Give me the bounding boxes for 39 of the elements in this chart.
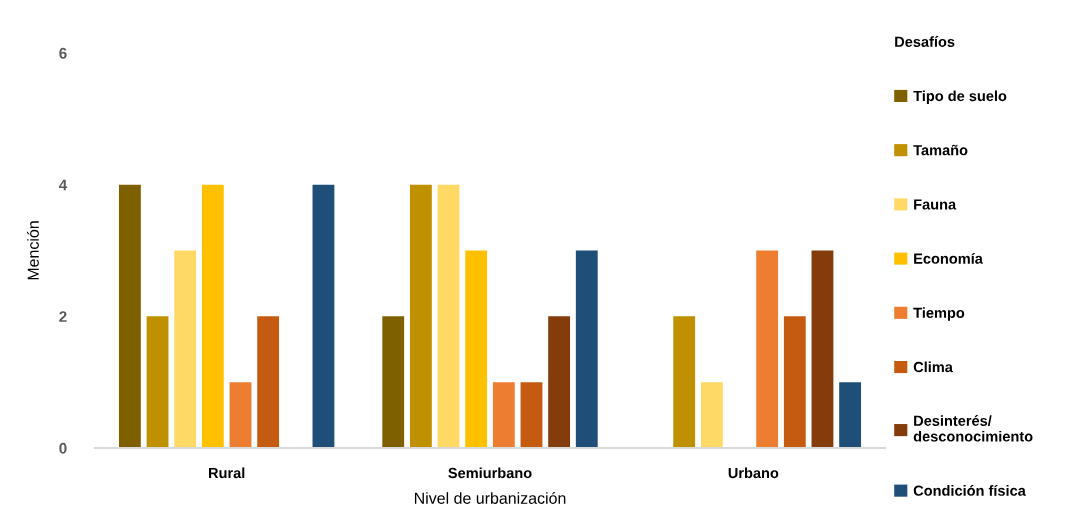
legend-label: Condición física [913,484,1026,496]
legend-label: Fauna [914,199,957,210]
bar [492,382,515,448]
legend-title: Desafíos [895,36,955,47]
bar [465,250,488,448]
bar [756,250,779,448]
bar [201,184,224,448]
legend-label: Desinterés/ desconocimiento [913,415,1033,442]
bar [382,316,405,448]
legend-label: Tiempo [913,307,965,321]
y-axis-title: Mención [26,221,39,280]
bar [174,250,197,448]
legend-label: Tipo de suelo [913,90,1007,105]
x-tick-label: Rural [209,467,245,479]
bar [673,316,696,448]
y-tick-label: 2 [59,311,67,322]
y-tick-label: 6 [59,47,67,59]
bar [548,316,571,448]
y-tick-label: 4 [58,179,68,191]
legend-label: Clima [913,361,953,373]
bar [839,382,862,448]
legend-label: Economía [914,252,983,264]
bar [409,184,432,448]
bar [520,382,543,448]
bar [118,184,141,448]
bar [783,316,806,448]
y-tick-label: 0 [59,442,67,454]
bar [700,382,723,448]
bar [437,184,460,448]
bar [257,316,280,448]
bar [312,184,335,448]
x-axis-title: Nivel de urbanización [414,491,566,504]
bar [229,382,252,448]
x-tick-label: Semiurbano [448,467,532,479]
bar [811,250,834,448]
bar [575,250,598,448]
bar [146,316,169,448]
x-tick-label: Urbano [728,467,779,479]
legend-label: Tamaño [913,144,968,156]
